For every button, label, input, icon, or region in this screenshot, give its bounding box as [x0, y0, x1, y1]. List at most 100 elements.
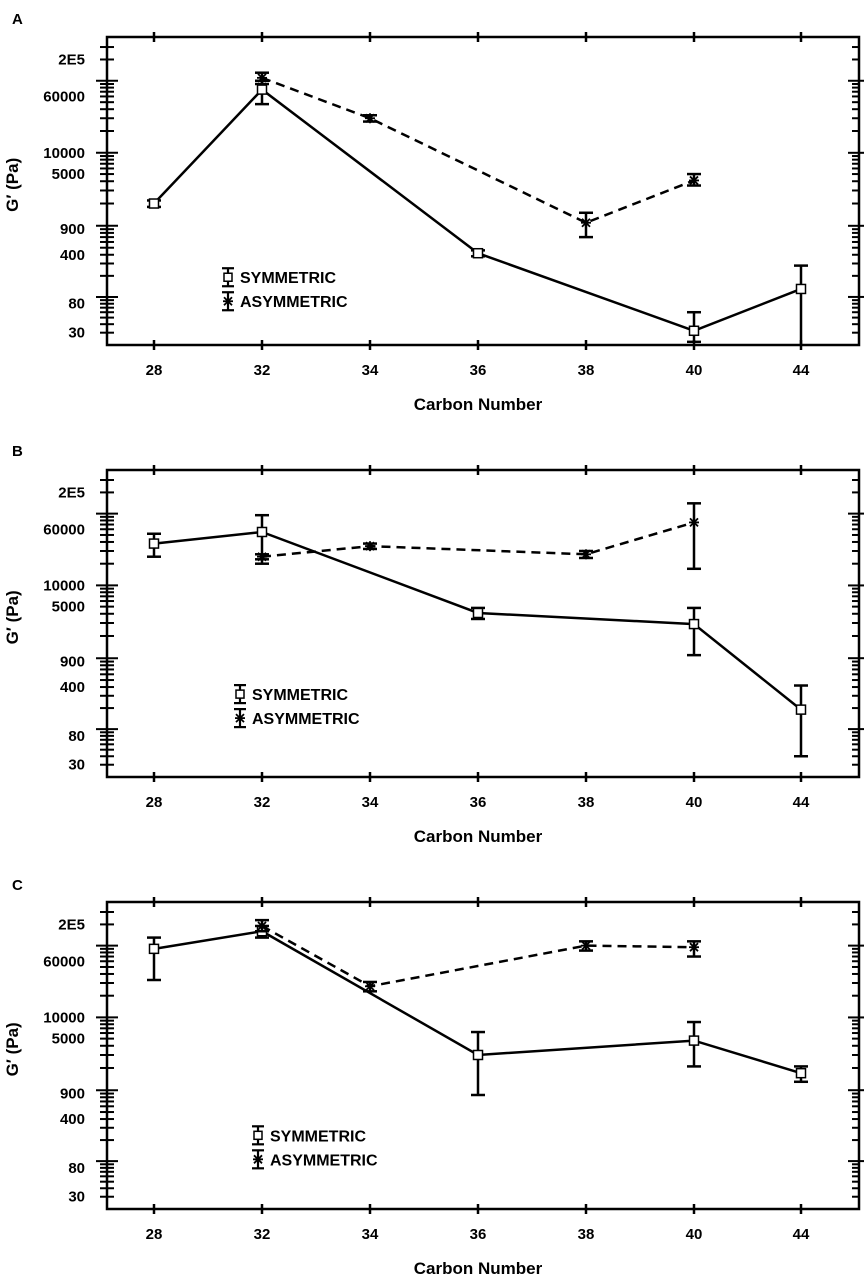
x-tick-label: 28: [146, 1226, 163, 1243]
x-tick-label: 44: [793, 794, 810, 811]
data-point-square: [795, 1067, 807, 1079]
x-tick-label: 40: [686, 794, 703, 811]
series-line: [153, 530, 802, 711]
asterisk-stroke: [365, 113, 375, 123]
data-point-square: [256, 526, 268, 538]
x-tick-label: 36: [470, 794, 487, 811]
data-point-square: [256, 84, 268, 95]
y-axis-title: G′ (Pa): [3, 158, 22, 212]
series-asymmetric: [255, 71, 701, 239]
asterisk-stroke: [365, 541, 375, 551]
data-point-square: [688, 618, 700, 630]
legend-label: SYMMETRIC: [270, 1128, 366, 1145]
data-point-square: [472, 607, 484, 619]
x-axis-title: Carbon Number: [414, 1259, 543, 1276]
data-point-asterisk: [581, 217, 591, 228]
x-tick-label: 32: [254, 1226, 271, 1243]
y-tick-label: 60000: [43, 953, 85, 970]
asterisk-stroke: [689, 517, 699, 528]
legend-label: ASYMMETRIC: [252, 711, 360, 728]
data-point-square: [795, 283, 807, 295]
data-point-square: [472, 1049, 484, 1061]
data-point-asterisk: [257, 72, 267, 83]
y-tick-label: 5000: [52, 1031, 85, 1048]
data-point-square: [795, 704, 807, 715]
y-tick-label: 5000: [52, 599, 85, 616]
panel-label: A: [12, 11, 23, 28]
x-tick-label: 28: [146, 362, 163, 379]
data-point-asterisk: [365, 113, 375, 124]
data-point-asterisk: [689, 942, 699, 953]
data-point-asterisk: [257, 920, 267, 931]
series-symmetric: [147, 513, 808, 758]
x-axis-title: Carbon Number: [414, 827, 543, 846]
chart-panel-b: B 2E5 60000 10000 5000 900 400 80 30 28 32 34 36 38 40…: [3, 443, 864, 846]
y-tick-label: 60000: [43, 88, 85, 105]
y-tick-label: 900: [60, 1086, 85, 1103]
legend-marker-square: [223, 272, 233, 282]
y-tick-label: 30: [68, 325, 85, 342]
series-line: [261, 76, 695, 225]
x-tick-label: 44: [793, 362, 810, 379]
data-point-asterisk: [689, 175, 699, 186]
asterisk-stroke: [581, 218, 591, 228]
legend-marker-square: [235, 689, 245, 699]
data-point-square: [472, 247, 484, 259]
x-tick-label: 36: [470, 1226, 487, 1243]
y-tick-label: 30: [68, 1189, 85, 1206]
y-tick-label: 10000: [43, 577, 85, 594]
data-point-square: [688, 325, 700, 337]
data-point-asterisk: [365, 541, 375, 552]
x-tick-label: 34: [362, 362, 379, 379]
legend-label: ASYMMETRIC: [240, 294, 348, 311]
y-tick-label: 2E5: [58, 51, 85, 68]
y-tick-label: 10000: [43, 1009, 85, 1026]
asterisk-stroke: [257, 921, 267, 931]
series-symmetric: [147, 79, 808, 345]
y-axis-title: G′ (Pa): [3, 590, 22, 644]
data-point-asterisk: [581, 549, 591, 560]
legend-label: SYMMETRIC: [252, 687, 348, 704]
y-axis-title: G′ (Pa): [3, 1022, 22, 1076]
series-line: [261, 924, 695, 988]
panel-label: C: [12, 877, 23, 894]
plot-frame: [105, 35, 861, 347]
data-point-asterisk: [689, 517, 699, 528]
legend: SYMMETRIC ASYMMETRIC: [234, 684, 360, 729]
y-tick-label: 60000: [43, 521, 85, 538]
y-tick-label: 80: [68, 728, 85, 745]
x-tick-label: 44: [793, 1226, 810, 1243]
asterisk-stroke: [257, 552, 267, 562]
legend-marker-square: [253, 1130, 263, 1141]
asterisk-stroke: [581, 549, 591, 559]
y-tick-label: 30: [68, 757, 85, 774]
data-point-square: [688, 1035, 700, 1046]
y-tick-label: 5000: [52, 166, 85, 183]
series-line: [261, 521, 695, 558]
x-tick-label: 32: [254, 362, 271, 379]
asterisk-stroke: [365, 981, 375, 991]
y-tick-label: 10000: [43, 145, 85, 162]
legend: SYMMETRIC ASYMMETRIC: [222, 267, 348, 312]
legend-marker-asterisk: [253, 1154, 263, 1164]
x-axis-title: Carbon Number: [414, 395, 543, 414]
data-point-asterisk: [365, 981, 375, 992]
chart-panel-c: C 2E5 60000 10000 5000 900 400 80 30 28 32 34 36 38 40…: [3, 877, 864, 1276]
x-tick-label: 28: [146, 794, 163, 811]
y-tick-label: 900: [60, 654, 85, 671]
legend-marker-asterisk: [223, 296, 233, 306]
legend-label: ASYMMETRIC: [270, 1152, 378, 1169]
x-tick-label: 34: [362, 1226, 379, 1243]
series-asymmetric: [255, 502, 701, 571]
asterisk-stroke: [689, 175, 699, 186]
legend: SYMMETRIC ASYMMETRIC: [252, 1125, 378, 1170]
legend-label: SYMMETRIC: [240, 270, 336, 287]
x-tick-label: 38: [578, 362, 595, 379]
chart-panel-a: A 2E5 60000 10000 5000 900 400 80 30 28 32 34 36 38 40…: [3, 11, 864, 414]
data-point-asterisk: [581, 940, 591, 951]
y-tick-label: 2E5: [58, 916, 85, 933]
data-point-asterisk: [257, 551, 267, 562]
y-tick-label: 400: [60, 247, 85, 264]
data-point-square: [148, 943, 160, 955]
